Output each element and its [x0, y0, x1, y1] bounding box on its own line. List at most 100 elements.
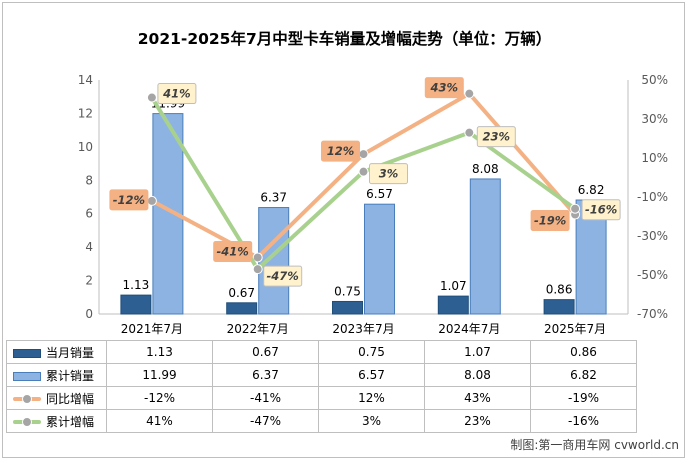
legend-swatch [13, 371, 41, 381]
bar-monthly [437, 295, 469, 315]
chart-frame [2, 2, 685, 458]
table-series-label: 累计销量 [6, 363, 107, 387]
legend-text: 当月销量 [46, 345, 95, 360]
line-yoy-point [358, 149, 369, 160]
y-right-tick-label: 30% [641, 112, 668, 126]
table-cell: 3% [318, 409, 425, 433]
y-right-tick-label: -10% [637, 190, 668, 204]
bar-monthly [332, 300, 363, 315]
bar-monthly-label: 0.86 [546, 283, 573, 297]
line-yoy-point [252, 252, 263, 263]
table-cell: -41% [212, 386, 319, 410]
yoy-label-box [321, 140, 360, 162]
cum-growth-label-box [476, 126, 516, 148]
bar-cumulative [364, 203, 395, 315]
table-series-label: 同比增幅 [6, 386, 107, 410]
yoy-label-box [530, 210, 570, 232]
y-left-tick-label: 14 [78, 73, 93, 87]
cum-growth-label: 3% [379, 167, 399, 181]
cum-growth-label: 23% [483, 130, 511, 144]
cum-growth-label-box [157, 83, 197, 105]
y-right-tick-label: -70% [637, 307, 668, 321]
line-yoy-point [146, 195, 157, 206]
y-right-tick-label: -30% [637, 229, 668, 243]
yoy-label: -41% [217, 244, 249, 258]
bar-monthly-label: 0.75 [334, 284, 361, 298]
legend-text: 同比增幅 [46, 391, 95, 406]
y-left-tick-label: 6 [85, 207, 93, 221]
data-table: 当月销量 1.13 0.67 0.75 1.07 0.86 累计销量 11.99 6.37 6.5… [6, 340, 637, 433]
bar-monthly [120, 294, 152, 315]
yoy-label: 43% [430, 81, 459, 95]
y-left-tick-label: 8 [85, 173, 93, 187]
table-series-label: 当月销量 [6, 340, 107, 364]
table-cell: 0.86 [530, 340, 637, 364]
bar-cumulative [258, 207, 290, 315]
x-category-label: 2022年7月 [227, 322, 289, 336]
line-cum-growth-point [464, 127, 475, 138]
row-yoy-growth: 同比增幅 -12% -41% 12% 43% -19% [6, 386, 637, 410]
yoy-label: -19% [534, 214, 566, 228]
x-category-label: 2021年7月 [121, 322, 183, 336]
table-cell: 0.75 [318, 340, 425, 364]
yoy-label: -12% [113, 193, 145, 207]
table-cell: 8.08 [424, 363, 531, 387]
table-cell: 1.13 [106, 340, 213, 364]
table-cell: 43% [424, 386, 531, 410]
y-right-tick-label: 50% [641, 73, 668, 87]
legend-swatch [13, 417, 41, 427]
bar-monthly-label: 1.13 [123, 278, 150, 292]
table-cell: 6.82 [530, 363, 637, 387]
y-right-tick-label: -50% [637, 268, 668, 282]
yoy-label-box [213, 240, 253, 262]
table-cell: 0.67 [212, 340, 319, 364]
line-yoy-point [464, 88, 475, 99]
x-category-label: 2023年7月 [332, 322, 394, 336]
y-left-tick-label: 4 [85, 240, 93, 254]
cum-growth-label: -47% [267, 269, 299, 283]
cum-growth-label: -16% [585, 203, 617, 217]
bar-monthly-label: 1.07 [440, 279, 467, 293]
bar-monthly [543, 299, 575, 315]
cum-growth-label: 41% [162, 87, 191, 101]
line-cum-growth-point [358, 166, 369, 177]
table-cell: 1.07 [424, 340, 531, 364]
bar-cumulative-label: 6.57 [366, 187, 393, 201]
cum-growth-label-box [581, 199, 621, 221]
table-cell: 41% [106, 409, 213, 433]
chart-title: 2021-2025年7月中型卡车销量及增幅走势（单位：万辆） [137, 30, 552, 48]
legend-text: 累计增幅 [46, 414, 95, 429]
bar-cumulative-label: 6.82 [578, 183, 605, 197]
line-cum-growth-point [570, 203, 581, 214]
bar-cumulative-label: 8.08 [472, 162, 499, 176]
y-left-tick-label: 2 [85, 274, 93, 288]
y-left-tick-label: 12 [78, 106, 93, 120]
table-cell: 6.37 [212, 363, 319, 387]
legend-swatch [13, 394, 41, 404]
credit-text: 制图:第一商用车网 cvworld.cn [510, 438, 679, 452]
y-left-tick-label: 0 [85, 307, 93, 321]
legend-text: 累计销量 [46, 368, 95, 383]
table-cell: -47% [212, 409, 319, 433]
x-category-label: 2025年7月 [544, 322, 606, 336]
table-cell: 6.57 [318, 363, 425, 387]
table-cell: -19% [530, 386, 637, 410]
y-left-tick-label: 10 [78, 140, 93, 154]
row-cumulative-sales: 累计销量 11.99 6.37 6.57 8.08 6.82 [6, 363, 637, 387]
row-cumulative-growth: 累计增幅 41% -47% 3% 23% -16% [6, 409, 637, 433]
table-cell: 12% [318, 386, 425, 410]
row-monthly-sales: 当月销量 1.13 0.67 0.75 1.07 0.86 [6, 340, 637, 364]
cum-growth-label-box [369, 163, 408, 185]
table-series-label: 累计增幅 [6, 409, 107, 433]
legend-swatch [13, 348, 41, 358]
bar-monthly [226, 302, 258, 315]
table-cell: 23% [424, 409, 531, 433]
bar-monthly-label: 0.67 [228, 286, 255, 300]
cum-growth-label-box [263, 265, 303, 287]
table-cell: 11.99 [106, 363, 213, 387]
bar-cumulative-label: 6.37 [260, 191, 287, 205]
x-category-label: 2024年7月 [438, 322, 500, 336]
bar-cumulative [469, 178, 501, 315]
table-cell: -12% [106, 386, 213, 410]
